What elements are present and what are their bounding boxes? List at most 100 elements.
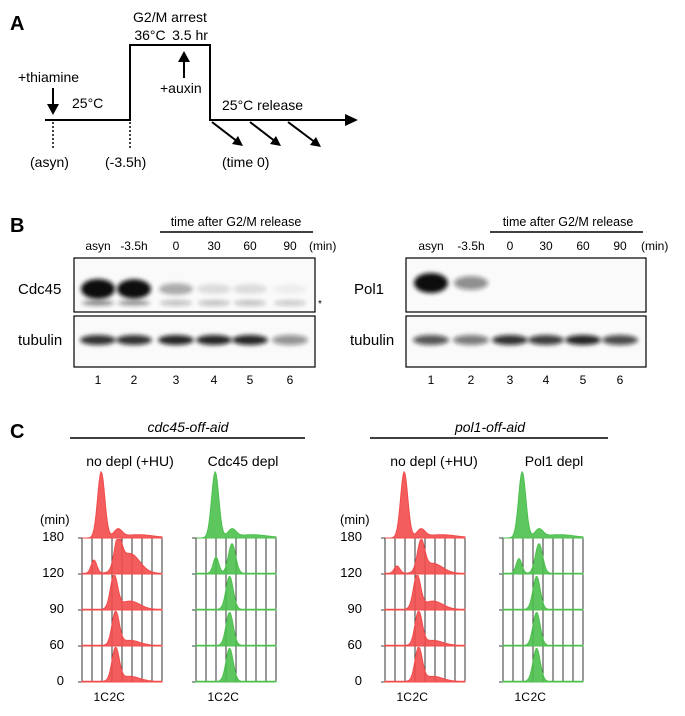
flow-histogram-pol1-depl-180 [503,470,584,539]
cond-label-cdc45-depl: Cdc45 depl [208,453,279,469]
time-label-flow-left-axis-120: 120 [42,565,64,580]
sampling-arrows [211,121,317,144]
tubulin-label-left: tubulin [18,332,62,349]
tubulin-band-right-lane-1 [413,335,449,345]
tubulin-band-left-lane-4 [196,335,232,345]
column-label-left-2: -3.5h [120,239,147,253]
flow-histogram-cdc45-nodepl-180 [82,470,163,539]
column-label-left-3: 0 [173,239,180,253]
flow-xtick-cdc45-nodepl-2C: 2C [110,690,126,704]
column-labels-left: asyn -3.5h 0 30 60 90 [85,239,297,253]
strain-label-pol1: pol1-off-aid [454,419,526,435]
blot-left: time after G2/M release asyn -3.5h 0 30 60 90… [18,215,336,387]
flow-histogram-pol1-depl-120 [502,542,584,575]
pol1-label: Pol1 [354,281,384,298]
flow-histogram-pol1-depl-60 [502,611,584,647]
flow-histogram-cdc45-depl-90 [195,575,277,611]
cond-label-cdc45-nodepl: no depl (+HU) [86,453,174,469]
tubulin-bands-right [413,335,638,345]
flow-histogram-cdc45-depl-180 [196,470,277,539]
sampling-arrowhead-3 [310,137,321,147]
pol1-band-lane-1 [414,273,448,293]
time0-label: (time 0) [222,154,269,170]
lane-number-left-4: 4 [211,373,218,387]
asyn-label: (asyn) [30,154,69,170]
nonspecific-band-lane-1 [82,300,114,306]
time-header-left: time after G2/M release [171,215,302,229]
column-label-right-5: 60 [576,239,590,253]
flow-histogram-cdc45-nodepl-90 [81,574,163,611]
cdc45-band-lane-5 [233,284,267,294]
nonspecific-asterisk: * [318,299,322,310]
unit-label-right: (min) [641,239,668,253]
flow-xtick-cdc45-nodepl-1C: 1C [94,690,110,704]
blot-right: time after G2/M release asyn -3.5h 0 30 60 90… [350,215,668,387]
strain-label-cdc45: cdc45-off-aid [148,419,230,435]
cdc45-label: Cdc45 [18,281,61,298]
min-label-left: (min) [40,512,70,527]
cdc45-band-lane-4 [197,284,231,294]
column-label-right-1: asyn [418,239,443,253]
panel-c-letter: C [10,421,24,443]
time-label-flow-left-axis-60: 60 [50,637,64,652]
flow-histogram-cdc45-nodepl-120 [81,538,163,575]
flow-histogram-cdc45-depl-60 [195,611,277,647]
sampling-arrowhead-2 [270,136,281,146]
time-label-flow-right-axis-180: 180 [340,529,362,544]
lane-number-right-2: 2 [468,373,475,387]
flow-histogram-pol1-nodepl-0 [384,646,466,683]
thiamine-arrow-icon [47,104,59,115]
lane-number-right-3: 3 [507,373,514,387]
lane-number-right-4: 4 [543,373,550,387]
nonspecific-band-lane-2 [118,300,150,306]
flow-axis-right: 180 120 90 60 0 [340,529,362,688]
cdc45-band-lane-2 [117,279,151,299]
temp-36-label: 36°C [134,27,165,43]
release-label: 25°C release [222,97,303,113]
flow-histogram-pol1-nodepl-120 [384,538,466,575]
flow-plot-pol1-nodepl: 1C 2C [381,470,466,704]
g2m-arrest-label: G2/M arrest [133,9,207,25]
flow-plot-pol1-depl: 1C 2C [499,470,584,704]
lane-numbers-left: 1 2 3 4 5 6 [95,373,294,387]
sampling-arrow-3 [287,121,317,144]
flow-histogram-cdc45-nodepl-60 [81,610,163,647]
nonspecific-band-lane-6 [274,300,306,306]
time-label-flow-right-axis-90: 90 [348,601,362,616]
lane-number-left-5: 5 [247,373,254,387]
column-label-right-2: -3.5h [457,239,484,253]
lane-number-right-5: 5 [580,373,587,387]
time-label-flow-right-axis-0: 0 [355,673,362,688]
auxin-arrow-icon [178,51,190,62]
flow-cytometry-plots: 1C 2C 1C 2C 1C 2C 1C 2C [78,470,584,704]
column-label-left-6: 90 [283,239,297,253]
flow-histogram-cdc45-depl-0 [195,647,277,683]
column-labels-right: asyn -3.5h 0 30 60 90 [418,239,627,253]
auxin-label: +auxin [160,80,202,96]
tubulin-band-left-lane-5 [232,335,268,345]
flow-histogram-pol1-depl-90 [502,575,584,611]
tubulin-bands-left [80,335,308,345]
time-label-flow-right-axis-120: 120 [340,565,362,580]
column-label-left-5: 60 [243,239,257,253]
tubulin-band-right-lane-6 [602,335,638,345]
sampling-arrowhead-1 [232,136,243,146]
temperature-profile-line [45,44,345,121]
tubulin-label-right: tubulin [350,332,394,349]
sampling-arrow-2 [249,121,277,143]
unit-label-left: (min) [309,239,336,253]
flow-axis-left: 180 120 90 60 0 [42,529,64,688]
thiamine-label: +thiamine [18,69,79,85]
flow-histogram-pol1-nodepl-90 [384,574,466,611]
flow-plot-cdc45-depl: 1C 2C [192,470,277,704]
cdc45-bands [81,279,307,306]
panel-a: A G2/M arrest 36°C 3.5 hr +thiamine 25°C… [10,9,358,170]
sampling-arrow-1 [211,121,239,143]
cond-label-pol1-nodepl: no depl (+HU) [390,453,478,469]
cond-label-pol1-depl: Pol1 depl [525,453,583,469]
flow-xtick-cdc45-depl-1C: 1C [208,690,224,704]
release-arrowhead [345,114,358,126]
lane-number-left-6: 6 [287,373,294,387]
temp-25-label: 25°C [72,95,103,111]
